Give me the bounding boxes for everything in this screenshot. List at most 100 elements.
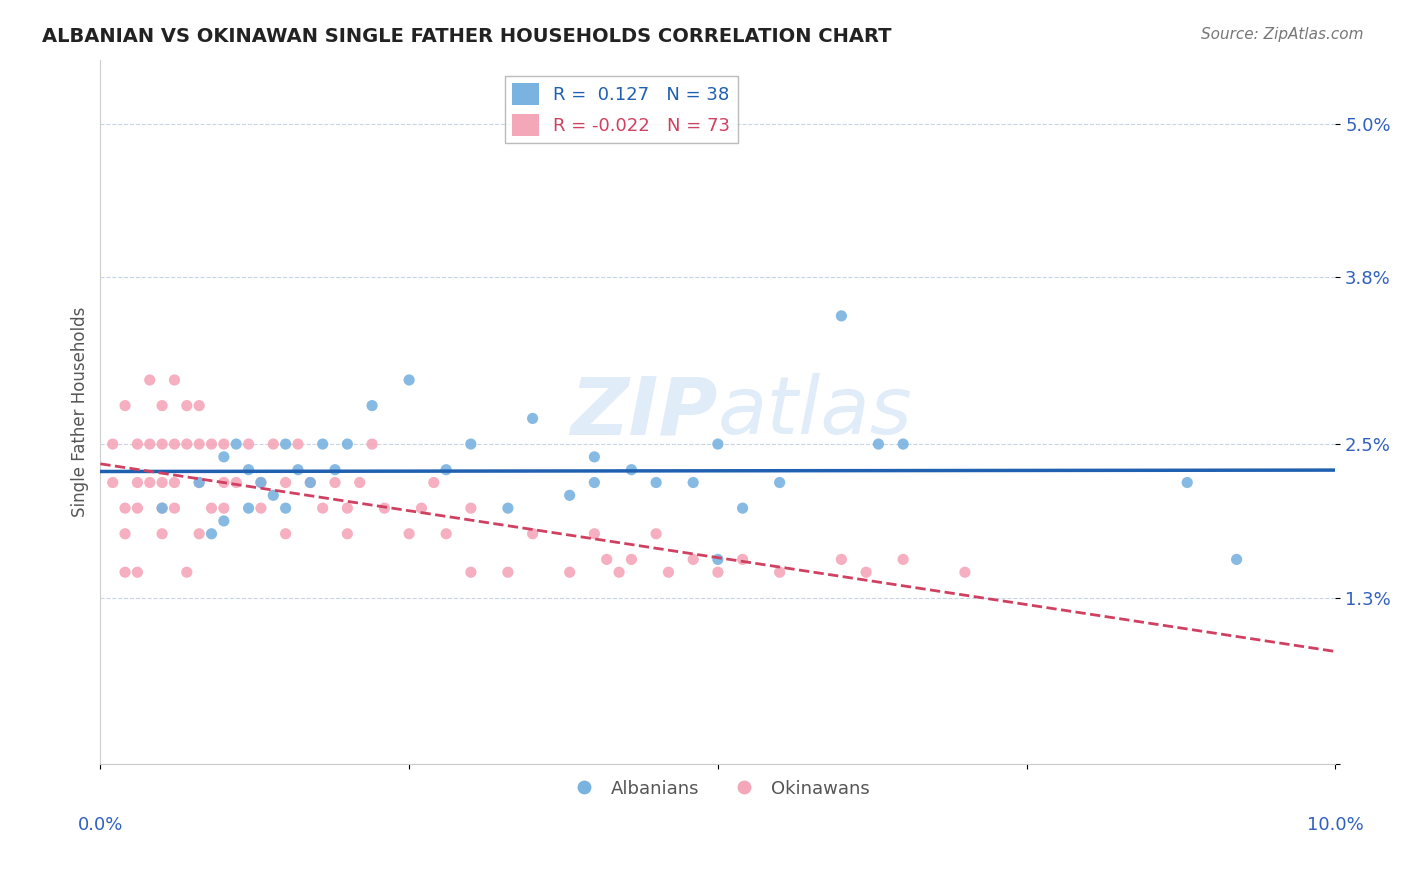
- Point: [558, 488, 581, 502]
- Point: [398, 373, 420, 387]
- Point: [522, 526, 544, 541]
- Point: [830, 552, 852, 566]
- Point: [411, 501, 433, 516]
- Point: [127, 475, 149, 490]
- Point: [423, 475, 446, 490]
- Point: [150, 399, 173, 413]
- Point: [596, 552, 619, 566]
- Legend: Albanians, Okinawans: Albanians, Okinawans: [558, 772, 877, 805]
- Point: [645, 526, 668, 541]
- Point: [349, 475, 371, 490]
- Point: [361, 437, 384, 451]
- Point: [299, 475, 322, 490]
- Point: [682, 552, 704, 566]
- Point: [114, 501, 136, 516]
- Point: [200, 437, 222, 451]
- Point: [188, 437, 211, 451]
- Point: [238, 437, 260, 451]
- Point: [891, 437, 914, 451]
- Point: [176, 437, 198, 451]
- Point: [150, 437, 173, 451]
- Point: [287, 437, 309, 451]
- Text: 10.0%: 10.0%: [1308, 815, 1364, 834]
- Point: [707, 552, 730, 566]
- Point: [868, 437, 890, 451]
- Point: [496, 501, 519, 516]
- Point: [274, 501, 297, 516]
- Point: [212, 514, 235, 528]
- Point: [434, 463, 457, 477]
- Point: [311, 501, 333, 516]
- Point: [323, 463, 346, 477]
- Point: [200, 501, 222, 516]
- Point: [460, 437, 482, 451]
- Point: [250, 475, 273, 490]
- Point: [434, 526, 457, 541]
- Point: [373, 501, 395, 516]
- Point: [101, 437, 124, 451]
- Point: [139, 475, 162, 490]
- Point: [707, 565, 730, 579]
- Point: [336, 437, 359, 451]
- Point: [311, 437, 333, 451]
- Point: [212, 475, 235, 490]
- Point: [731, 552, 754, 566]
- Point: [769, 565, 792, 579]
- Point: [188, 475, 211, 490]
- Point: [139, 373, 162, 387]
- Point: [1226, 552, 1249, 566]
- Point: [274, 437, 297, 451]
- Point: [645, 475, 668, 490]
- Point: [262, 437, 284, 451]
- Point: [731, 501, 754, 516]
- Point: [114, 565, 136, 579]
- Point: [953, 565, 976, 579]
- Point: [114, 399, 136, 413]
- Point: [188, 475, 211, 490]
- Point: [250, 475, 273, 490]
- Text: ALBANIAN VS OKINAWAN SINGLE FATHER HOUSEHOLDS CORRELATION CHART: ALBANIAN VS OKINAWAN SINGLE FATHER HOUSE…: [42, 27, 891, 45]
- Point: [225, 437, 247, 451]
- Point: [496, 565, 519, 579]
- Point: [522, 411, 544, 425]
- Text: Source: ZipAtlas.com: Source: ZipAtlas.com: [1201, 27, 1364, 42]
- Point: [150, 501, 173, 516]
- Point: [620, 463, 643, 477]
- Point: [238, 501, 260, 516]
- Point: [139, 437, 162, 451]
- Point: [127, 565, 149, 579]
- Point: [127, 437, 149, 451]
- Point: [188, 526, 211, 541]
- Point: [855, 565, 877, 579]
- Point: [262, 488, 284, 502]
- Point: [769, 475, 792, 490]
- Point: [163, 373, 186, 387]
- Point: [891, 552, 914, 566]
- Point: [607, 565, 630, 579]
- Text: ZIP: ZIP: [571, 373, 718, 451]
- Point: [176, 565, 198, 579]
- Point: [583, 526, 606, 541]
- Point: [583, 475, 606, 490]
- Point: [1175, 475, 1198, 490]
- Point: [682, 475, 704, 490]
- Point: [323, 475, 346, 490]
- Point: [620, 552, 643, 566]
- Text: 0.0%: 0.0%: [77, 815, 124, 834]
- Point: [274, 526, 297, 541]
- Point: [657, 565, 679, 579]
- Point: [212, 450, 235, 464]
- Point: [707, 437, 730, 451]
- Point: [460, 565, 482, 579]
- Point: [250, 501, 273, 516]
- Point: [114, 526, 136, 541]
- Point: [200, 526, 222, 541]
- Point: [398, 526, 420, 541]
- Point: [150, 526, 173, 541]
- Point: [150, 475, 173, 490]
- Point: [336, 526, 359, 541]
- Point: [163, 501, 186, 516]
- Point: [361, 399, 384, 413]
- Point: [212, 501, 235, 516]
- Point: [150, 501, 173, 516]
